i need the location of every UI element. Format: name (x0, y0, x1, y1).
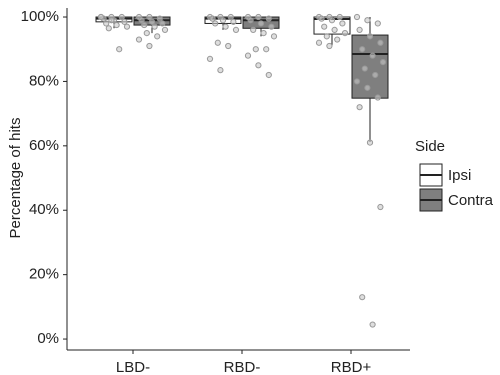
data-point (369, 321, 376, 328)
data-point (379, 59, 387, 66)
data-point (366, 139, 374, 146)
data-point (105, 25, 112, 32)
data-point (250, 26, 257, 33)
data-point (103, 20, 110, 27)
data-point (135, 36, 143, 43)
data-point (244, 52, 252, 59)
data-point (121, 18, 128, 25)
data-point (156, 15, 163, 22)
data-point (263, 46, 270, 53)
data-point (369, 52, 376, 59)
x-tick-label: RBD- (224, 359, 261, 375)
data-point (123, 23, 131, 30)
data-point (328, 17, 336, 24)
data-point (323, 33, 330, 40)
data-point (331, 26, 338, 33)
data-point (265, 15, 272, 22)
data-point (377, 39, 384, 46)
data-point (206, 55, 214, 62)
data-point (372, 71, 379, 79)
data-point (146, 13, 153, 21)
data-point (209, 15, 216, 22)
data-point (227, 13, 234, 21)
data-point (214, 39, 221, 46)
y-tick-label: 20% (29, 266, 59, 283)
data-point (116, 46, 123, 53)
data-point (321, 23, 328, 30)
data-point (374, 94, 381, 101)
data-point (364, 17, 371, 24)
data-point (154, 33, 161, 40)
data-point (377, 203, 384, 211)
legend-label: Ipsi (448, 167, 471, 184)
data-point (356, 26, 363, 33)
data-point (359, 46, 366, 53)
data-point (113, 21, 120, 29)
data-point (268, 23, 275, 30)
data-point (257, 20, 265, 27)
data-point (356, 104, 363, 111)
data-point (359, 294, 366, 301)
data-point (217, 67, 224, 74)
data-point (341, 30, 349, 37)
data-point (143, 30, 150, 37)
x-tick-label: RBD+ (331, 359, 372, 375)
data-point (219, 17, 227, 24)
data-point (255, 13, 262, 21)
y-axis-label: Percentage of hits (7, 118, 24, 239)
data-point (138, 17, 145, 24)
y-tick-label: 100% (21, 8, 59, 25)
data-point (361, 65, 368, 72)
data-point (146, 42, 153, 50)
x-tick-label: LBD- (116, 359, 150, 375)
data-point (336, 13, 343, 21)
legend-title: Side (415, 138, 445, 155)
data-point (230, 18, 237, 25)
data-point (222, 23, 229, 30)
data-point (318, 15, 325, 22)
data-point (232, 26, 240, 33)
data-point (366, 33, 374, 40)
data-point (260, 30, 267, 37)
data-point (97, 13, 105, 21)
data-point (353, 78, 361, 85)
y-tick-label: 0% (37, 330, 59, 347)
data-point (353, 13, 361, 21)
data-point (270, 33, 278, 40)
data-point (151, 23, 158, 30)
legend-label: Contra (448, 192, 494, 209)
data-point (108, 17, 115, 24)
y-tick-label: 60% (29, 137, 59, 154)
data-point (161, 26, 169, 33)
data-point (252, 46, 259, 53)
data-point (148, 18, 156, 25)
data-point (315, 39, 323, 46)
data-point (141, 21, 148, 29)
data-point (374, 20, 381, 27)
data-point (364, 84, 371, 91)
data-point (339, 20, 346, 27)
data-point (255, 62, 262, 69)
data-point (334, 36, 341, 43)
data-point (247, 17, 254, 24)
y-tick-label: 80% (29, 72, 59, 89)
data-point (212, 20, 219, 27)
data-point (118, 13, 125, 21)
y-tick-label: 40% (29, 201, 59, 218)
data-point (326, 42, 333, 50)
data-point (265, 71, 272, 79)
data-point (159, 20, 166, 27)
data-point (225, 42, 232, 50)
